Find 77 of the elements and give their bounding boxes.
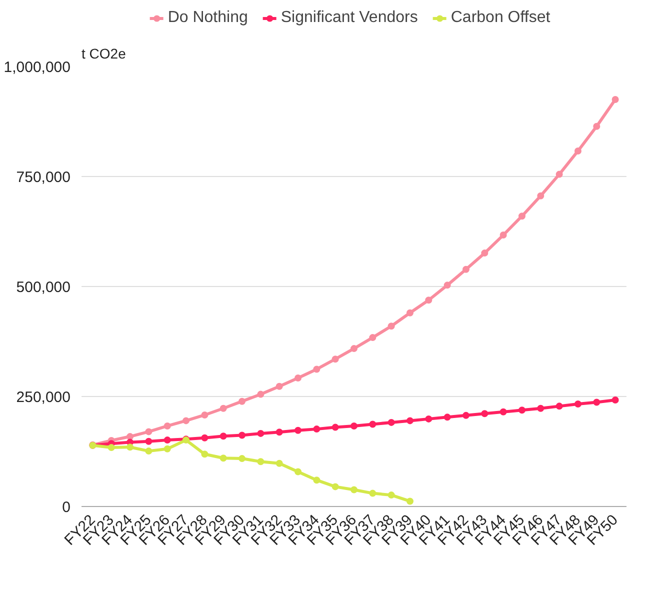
point (332, 483, 339, 490)
point (294, 468, 302, 476)
y-tick-label: 500,000 (16, 279, 71, 296)
point (126, 444, 134, 451)
legend-label: Significant Vendors (280, 9, 418, 27)
point (313, 476, 320, 484)
point (481, 410, 488, 418)
point (462, 412, 470, 419)
point (332, 356, 339, 363)
point (257, 390, 264, 398)
point (500, 408, 507, 416)
point (294, 426, 302, 434)
point (406, 309, 414, 316)
point (518, 212, 526, 220)
point (350, 345, 358, 352)
point (388, 418, 395, 426)
point (500, 232, 507, 239)
point (406, 417, 414, 424)
point (182, 417, 190, 424)
point (369, 420, 376, 428)
point (238, 432, 246, 439)
point (425, 415, 432, 422)
point (350, 486, 358, 494)
point (257, 458, 264, 466)
point (276, 460, 283, 467)
point (164, 445, 171, 452)
point (574, 147, 582, 154)
point (406, 498, 414, 505)
point (201, 450, 208, 458)
point (220, 404, 227, 412)
point (294, 374, 302, 382)
point (164, 422, 171, 430)
point (369, 490, 376, 497)
point (388, 322, 395, 330)
point (481, 250, 488, 257)
point (369, 334, 376, 342)
point (126, 433, 134, 440)
point (145, 448, 152, 455)
point (201, 434, 208, 442)
y-tick-label: 1,000,000 (4, 59, 71, 76)
point (612, 396, 619, 404)
legend-label: Carbon Offset (450, 9, 550, 27)
y-tick-label: 750,000 (16, 169, 71, 186)
point (220, 432, 227, 440)
point (164, 436, 171, 444)
point (518, 406, 526, 414)
point (145, 438, 152, 445)
point (444, 414, 451, 421)
point (276, 382, 283, 390)
point (593, 398, 600, 406)
point (201, 411, 208, 418)
point (257, 430, 264, 437)
point (425, 296, 432, 304)
point (238, 455, 246, 462)
point (313, 366, 320, 373)
point (574, 400, 582, 408)
point (444, 282, 451, 289)
point (276, 428, 283, 436)
point (537, 192, 544, 200)
point (593, 122, 600, 130)
point (350, 422, 358, 430)
point (388, 492, 395, 499)
point (145, 428, 152, 436)
legend-label: Do Nothing (168, 9, 248, 27)
point (537, 404, 544, 412)
point (556, 402, 563, 410)
point (462, 266, 470, 273)
point (313, 426, 320, 433)
y-tick-label: 250,000 (16, 389, 71, 406)
point (332, 424, 339, 431)
point (556, 170, 563, 178)
point (612, 96, 619, 103)
y-tick-label: 0 (62, 499, 70, 516)
point (238, 398, 246, 405)
point (220, 454, 227, 462)
point (108, 444, 115, 452)
y-axis-title: t CO2e (82, 46, 126, 62)
